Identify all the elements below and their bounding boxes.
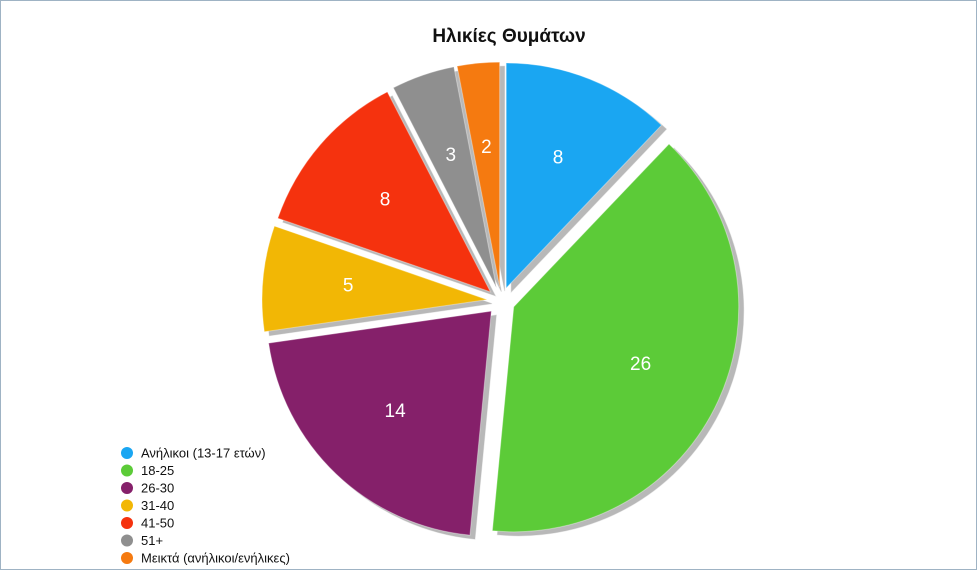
legend-swatch bbox=[121, 464, 133, 477]
legend-label: Ανήλικοι (13-17 ετών) bbox=[141, 445, 266, 460]
chart-title: Ηλικίες Θυμάτων bbox=[432, 26, 585, 47]
data-label: 8 bbox=[553, 148, 564, 169]
legend-swatch bbox=[121, 482, 133, 494]
legend-label: 18-25 bbox=[141, 463, 174, 478]
legend-swatch bbox=[121, 552, 133, 564]
slice bbox=[392, 66, 497, 288]
slice bbox=[261, 225, 488, 333]
legend-swatch bbox=[121, 534, 133, 547]
legend-label: 51+ bbox=[141, 533, 163, 548]
legend-swatch bbox=[121, 499, 133, 512]
legend-label: 41-50 bbox=[141, 515, 174, 530]
legend-swatch bbox=[121, 517, 133, 529]
legend-label: 26-30 bbox=[141, 480, 174, 495]
slice bbox=[491, 143, 740, 533]
data-label: 3 bbox=[446, 145, 457, 166]
slice bbox=[505, 62, 663, 290]
slice bbox=[456, 61, 501, 288]
slice bbox=[277, 91, 492, 293]
legend-label: Μεικτά (ανήλικοι/ενήλικες) bbox=[141, 550, 290, 565]
data-label: 8 bbox=[380, 189, 391, 210]
legend-label: 31-40 bbox=[141, 498, 174, 513]
data-label: 5 bbox=[343, 275, 354, 296]
data-label: 14 bbox=[385, 401, 407, 422]
slice bbox=[268, 310, 492, 536]
legend-swatch bbox=[121, 447, 133, 459]
data-label: 26 bbox=[630, 354, 651, 375]
data-label: 2 bbox=[481, 137, 492, 158]
